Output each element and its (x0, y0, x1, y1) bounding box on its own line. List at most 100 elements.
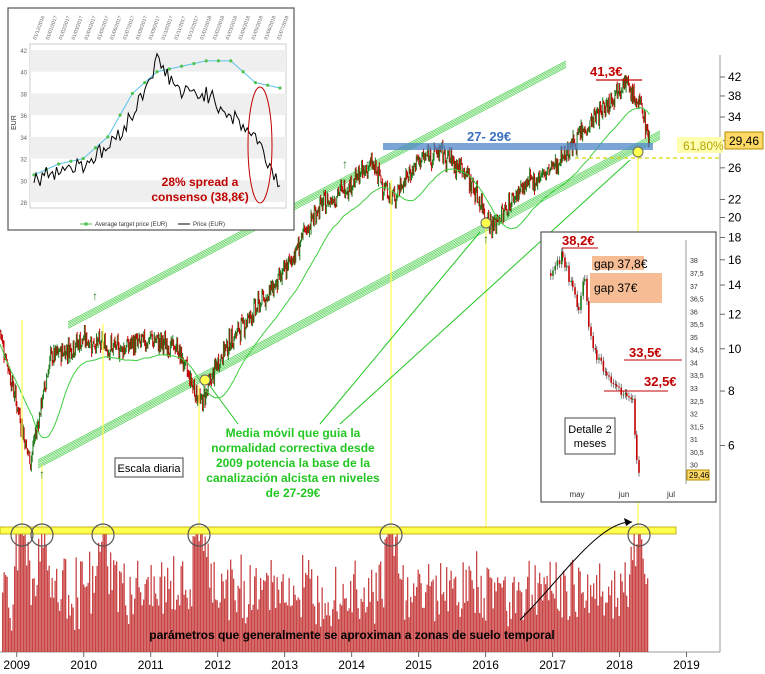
inset-target-point (69, 159, 73, 163)
volume-bar (54, 580, 56, 652)
volume-bar (20, 534, 22, 652)
volume-bar (123, 563, 125, 652)
volume-bar (291, 605, 293, 652)
volume-bar (185, 589, 187, 652)
volume-bar (143, 599, 145, 652)
volume-bar (396, 534, 398, 652)
inset-target-point (32, 173, 36, 177)
volume-bar (131, 594, 133, 652)
volume-bar (251, 610, 253, 652)
volume-bar (230, 559, 232, 652)
volume-bar (9, 618, 11, 652)
detail-candle (604, 371, 607, 373)
volume-bar (87, 582, 89, 652)
volume-bar (404, 619, 406, 652)
volume-bar (570, 562, 572, 652)
volume-bar (282, 574, 284, 652)
volume-bar (3, 572, 5, 652)
volume-bar (284, 602, 286, 652)
volume-bar (24, 534, 26, 652)
volume-bar (422, 607, 424, 652)
volume-bar (341, 605, 343, 652)
volume-bar (236, 612, 238, 652)
volume-bar (101, 541, 103, 652)
volume-circle (187, 523, 211, 547)
volume-bar (357, 608, 359, 652)
inset-target-point (155, 70, 159, 74)
spread-text-line: consenso (38,8€) (151, 190, 248, 204)
volume-bar (576, 616, 578, 652)
volume-bar (228, 620, 230, 652)
volume-bar (362, 601, 364, 652)
volume-bar (27, 541, 29, 652)
inset-grid-band (30, 50, 286, 72)
y-tick-label: 34 (728, 110, 742, 124)
detail-y-tick: 33,5 (690, 373, 704, 380)
volume-bar (309, 578, 311, 652)
volume-bar (137, 560, 139, 652)
volume-bar (582, 592, 584, 652)
volume-bar (530, 607, 532, 652)
volume-bar (630, 546, 632, 652)
volume-bar (147, 576, 149, 652)
ma-annotation-line: normalidad correctiva desde (211, 441, 375, 455)
detail-candle (596, 349, 598, 360)
volume-bar (267, 575, 269, 652)
volume-bar (75, 557, 77, 652)
volume-bar (200, 534, 202, 652)
detail-y-tick: 36 (690, 309, 698, 316)
inset-target-point (216, 59, 221, 63)
volume-bar (129, 576, 131, 652)
detail-candles (550, 247, 640, 477)
volume-bar (90, 613, 92, 652)
volume-bar (335, 566, 337, 652)
detail-candle (618, 386, 620, 388)
volume-bar (380, 561, 382, 652)
channel-line (67, 65, 567, 328)
volume-bar (432, 579, 434, 652)
ma-annotation-line: de 27-29€ (266, 486, 321, 500)
volume-bar (506, 610, 508, 652)
volume-bar (488, 569, 490, 652)
detail-y-tick: 30,5 (690, 450, 704, 457)
volume-bar (498, 583, 500, 652)
volume-bar (329, 615, 331, 652)
volume-bar (158, 605, 160, 652)
volume-bar (311, 569, 313, 652)
volume-bar (285, 602, 287, 652)
detail-candle (600, 357, 602, 361)
volume-bar (21, 534, 23, 652)
volume-bar (542, 600, 544, 652)
volume-bar (554, 598, 556, 652)
detail-candle (626, 392, 628, 397)
volume-bar (501, 587, 503, 652)
volume-bar (389, 534, 391, 652)
volume-bar (515, 613, 517, 652)
x-tick-label: 2016 (472, 658, 499, 672)
volume-bar (485, 620, 487, 652)
volume-bar (57, 602, 59, 652)
volume-bar (632, 560, 634, 652)
volume-bar (192, 536, 194, 652)
volume-bar (431, 581, 433, 652)
volume-bar (363, 587, 365, 652)
legend-label-price: Price (EUR) (193, 222, 225, 228)
volume-circle (627, 523, 651, 547)
volume-bar (486, 567, 488, 652)
volume-bar (599, 563, 601, 652)
volume-bar (629, 574, 631, 652)
volume-bar (339, 603, 341, 652)
volume-bar (18, 534, 20, 652)
volume-bar (180, 566, 182, 652)
volume-bar (591, 596, 593, 652)
volume-bar (66, 618, 68, 652)
volume-bar (315, 624, 317, 652)
peak-label: 41,3€ (590, 64, 623, 79)
volume-bar (164, 576, 166, 652)
detail-candle (616, 385, 618, 387)
volume-bar (414, 595, 416, 652)
volume-bar (401, 579, 403, 652)
detail-candle (638, 460, 640, 473)
y-tick-label: 38 (728, 89, 742, 103)
y-tick-label: 20 (728, 211, 742, 225)
